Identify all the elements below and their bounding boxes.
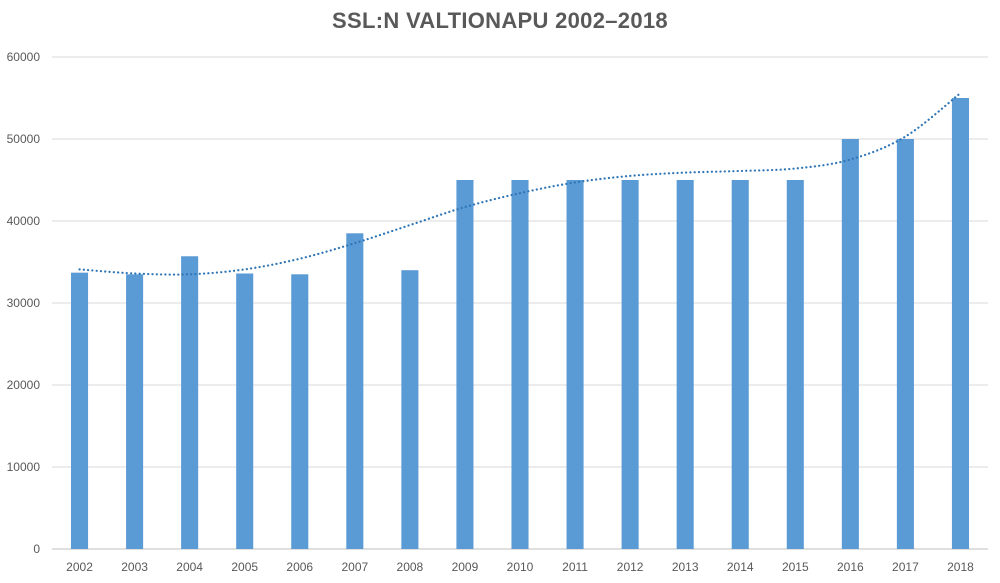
x-tick-label: 2013: [672, 560, 699, 574]
bar: [70, 272, 89, 549]
x-tick-label: 2003: [121, 560, 148, 574]
x-tick-label: 2004: [176, 560, 203, 574]
bar: [291, 274, 309, 549]
bar: [511, 180, 529, 549]
y-tick-label: 10000: [7, 460, 41, 474]
bar: [456, 180, 474, 549]
bar: [346, 233, 364, 550]
y-tick-label: 60000: [7, 50, 41, 64]
bar: [621, 180, 639, 549]
bar: [896, 139, 914, 549]
x-tick-label: 2018: [947, 560, 974, 574]
x-tick-label: 2011: [562, 560, 588, 574]
bar: [786, 180, 804, 549]
chart-title: SSL:N VALTIONAPU 2002–2018: [332, 8, 668, 33]
y-tick-label: 0: [33, 542, 40, 556]
bar: [951, 98, 970, 549]
y-tick-label: 30000: [7, 296, 41, 310]
bar: [126, 274, 144, 549]
x-tick-label: 2007: [341, 560, 368, 574]
bar: [401, 270, 419, 549]
x-tick-label: 2012: [617, 560, 644, 574]
bar: [841, 139, 859, 549]
bar: [566, 180, 584, 549]
x-tick-label: 2017: [892, 560, 919, 574]
x-tick-label: 2009: [452, 560, 479, 574]
x-tick-label: 2015: [782, 560, 809, 574]
x-tick-label: 2010: [507, 560, 534, 574]
x-tick-label: 2008: [397, 560, 424, 574]
bar: [676, 180, 694, 549]
x-tick-label: 2014: [727, 560, 754, 574]
x-tick-label: 2005: [231, 560, 258, 574]
x-tick-label: 2006: [286, 560, 313, 574]
y-tick-label: 40000: [7, 214, 41, 228]
y-tick-label: 20000: [7, 378, 41, 392]
x-tick-label: 2002: [66, 560, 93, 574]
bar: [731, 180, 749, 549]
trendline: [78, 91, 962, 276]
x-tick-label: 2016: [837, 560, 864, 574]
bar: [236, 273, 254, 549]
y-tick-label: 50000: [7, 132, 41, 146]
bar: [181, 256, 199, 549]
